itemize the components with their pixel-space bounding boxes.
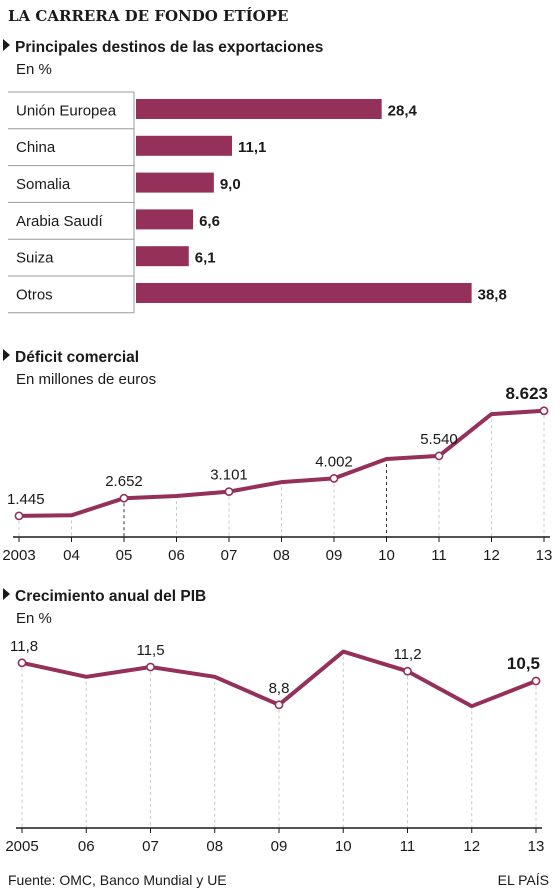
section-title: Principales destinos de las exportacione…: [15, 39, 323, 56]
x-tick-label: 06: [78, 838, 95, 855]
category-label: Arabia Saudí: [16, 213, 104, 230]
section-subtitle: En %: [16, 610, 52, 627]
data-point: [539, 406, 549, 416]
x-tick-label: 11: [431, 547, 447, 564]
data-label: 5.540: [420, 431, 458, 448]
x-tick-label: 08: [206, 838, 223, 855]
bar-value-label: 6,6: [199, 213, 220, 230]
category-label: Unión Europea: [16, 102, 117, 119]
x-tick-label: 09: [271, 838, 288, 855]
data-label: 10,5: [507, 654, 540, 673]
gdp-growth-chart: Crecimiento anual del PIB En % 2005 06 07 08 0…: [3, 588, 544, 855]
bar: [136, 99, 382, 119]
data-label: 4.002: [315, 453, 353, 470]
data-point: [14, 511, 24, 521]
x-tick-label: 10: [378, 547, 395, 564]
data-label: 1.445: [7, 491, 45, 508]
x-tick-label: 11: [400, 838, 416, 855]
section-title: Déficit comercial: [15, 349, 139, 366]
source-note: Fuente: OMC, Banco Mundial y UE: [8, 872, 227, 888]
x-tick-label: 07: [142, 838, 159, 855]
section-bullet-icon: [3, 39, 10, 51]
x-tick-label: 07: [221, 547, 238, 564]
bar: [136, 135, 233, 156]
category-label: Suiza: [16, 250, 54, 267]
bar: [136, 246, 189, 267]
bar-value-label: 6,1: [195, 250, 216, 267]
x-tick-label: 09: [326, 547, 343, 564]
data-point: [146, 662, 155, 672]
section-subtitle: En %: [16, 61, 52, 78]
category-label: China: [16, 139, 56, 156]
x-tick-label: 10: [335, 838, 352, 855]
section-subtitle: En millones de euros: [16, 371, 156, 388]
series-line: [17, 408, 546, 518]
data-point: [434, 451, 444, 461]
bar-value-label: 9,0: [220, 176, 241, 193]
data-label: 2.652: [105, 473, 143, 490]
x-tick-label: 12: [483, 547, 500, 564]
bar: [136, 209, 194, 230]
deficit-chart: Déficit comercial En millones de euros 200…: [2, 349, 552, 564]
x-tick-label: 06: [168, 547, 185, 564]
section-title: Crecimiento anual del PIB: [15, 588, 206, 605]
x-tick-label: 05: [116, 547, 133, 564]
data-point: [531, 676, 541, 686]
data-point: [403, 666, 412, 676]
bar-value-label: 28,4: [388, 102, 418, 119]
data-point: [274, 700, 284, 710]
data-point: [119, 493, 129, 503]
section-bullet-icon: [3, 349, 10, 361]
x-tick-label: 04: [63, 547, 80, 564]
data-label: 3.101: [210, 467, 248, 484]
bar: [136, 172, 214, 193]
x-tick-label: 13: [536, 547, 553, 564]
data-label: 11,5: [136, 642, 164, 659]
data-label: 11,8: [10, 638, 38, 655]
data-label: 8,8: [269, 680, 290, 697]
category-label: Otros: [16, 286, 53, 303]
category-label: Somalia: [16, 176, 71, 193]
data-label: 11,2: [393, 646, 421, 663]
bar-value-label: 38,8: [478, 286, 507, 303]
x-tick-label: 2005: [5, 838, 38, 855]
data-point: [224, 487, 234, 497]
x-tick-label: 13: [528, 838, 545, 855]
data-point: [17, 658, 27, 668]
section-bullet-icon: [3, 588, 10, 600]
bar-value-label: 11,1: [238, 139, 266, 156]
exports-chart: Principales destinos de las exportacione…: [3, 39, 507, 314]
x-tick-label: 12: [463, 838, 480, 855]
brand-logo: EL PAÍS: [498, 872, 549, 888]
data-point: [329, 474, 339, 483]
infographic-title: LA CARRERA DE FONDO ETÍOPE: [8, 7, 288, 25]
data-label: 8.623: [505, 384, 548, 403]
x-tick-label: 2003: [2, 547, 35, 564]
x-tick-label: 08: [273, 547, 290, 564]
bar: [136, 283, 472, 303]
